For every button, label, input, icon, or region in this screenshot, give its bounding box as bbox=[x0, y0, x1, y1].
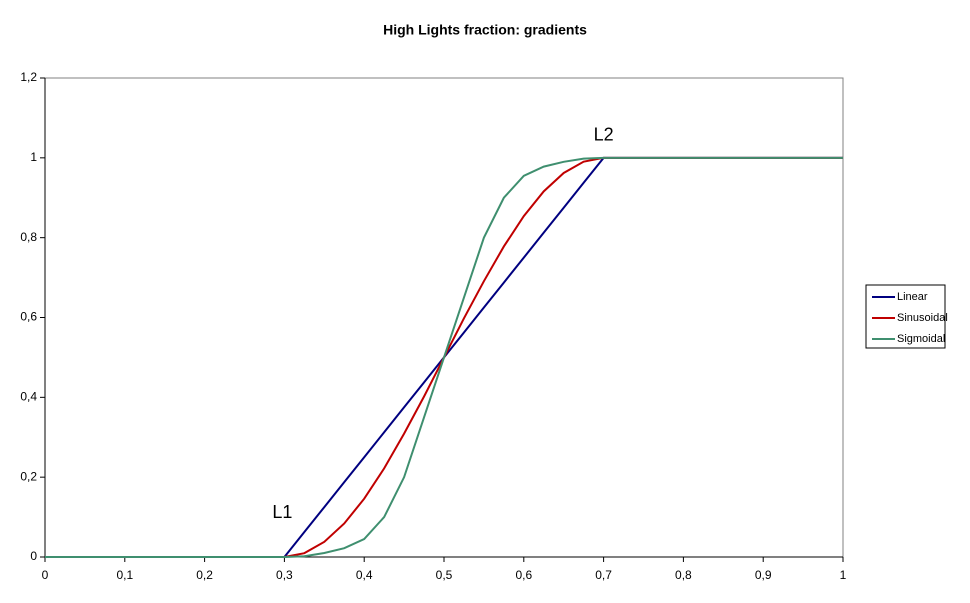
x-tick-label: 0,2 bbox=[196, 568, 213, 582]
x-tick-label: 0,5 bbox=[436, 568, 453, 582]
y-tick-label: 0,4 bbox=[20, 390, 37, 404]
x-tick-label: 0,9 bbox=[755, 568, 772, 582]
x-tick-label: 0,6 bbox=[515, 568, 532, 582]
x-tick-label: 0,8 bbox=[675, 568, 692, 582]
x-tick-label: 1 bbox=[840, 568, 847, 582]
legend-label: Sigmoidal bbox=[897, 333, 945, 345]
x-tick-label: 0,1 bbox=[116, 568, 133, 582]
x-tick-label: 0 bbox=[42, 568, 49, 582]
y-tick-label: 0,8 bbox=[20, 230, 37, 244]
legend-label: Sinusoidal bbox=[897, 312, 948, 324]
y-tick-label: 0,6 bbox=[20, 310, 37, 324]
series-line bbox=[45, 156, 843, 558]
y-tick-label: 0 bbox=[30, 549, 37, 563]
annotation: L1 bbox=[272, 502, 292, 522]
x-tick-label: 0,4 bbox=[356, 568, 373, 582]
y-tick-label: 1 bbox=[30, 150, 37, 164]
chart-title: High Lights fraction: gradients bbox=[383, 22, 587, 38]
x-tick-label: 0,7 bbox=[595, 568, 612, 582]
legend-label: Linear bbox=[897, 291, 928, 303]
y-tick-label: 0,2 bbox=[20, 469, 37, 483]
legend-box bbox=[865, 284, 946, 349]
x-tick-label: 0,3 bbox=[276, 568, 293, 582]
annotation: L2 bbox=[594, 125, 614, 145]
y-tick-label: 1,2 bbox=[20, 70, 37, 84]
